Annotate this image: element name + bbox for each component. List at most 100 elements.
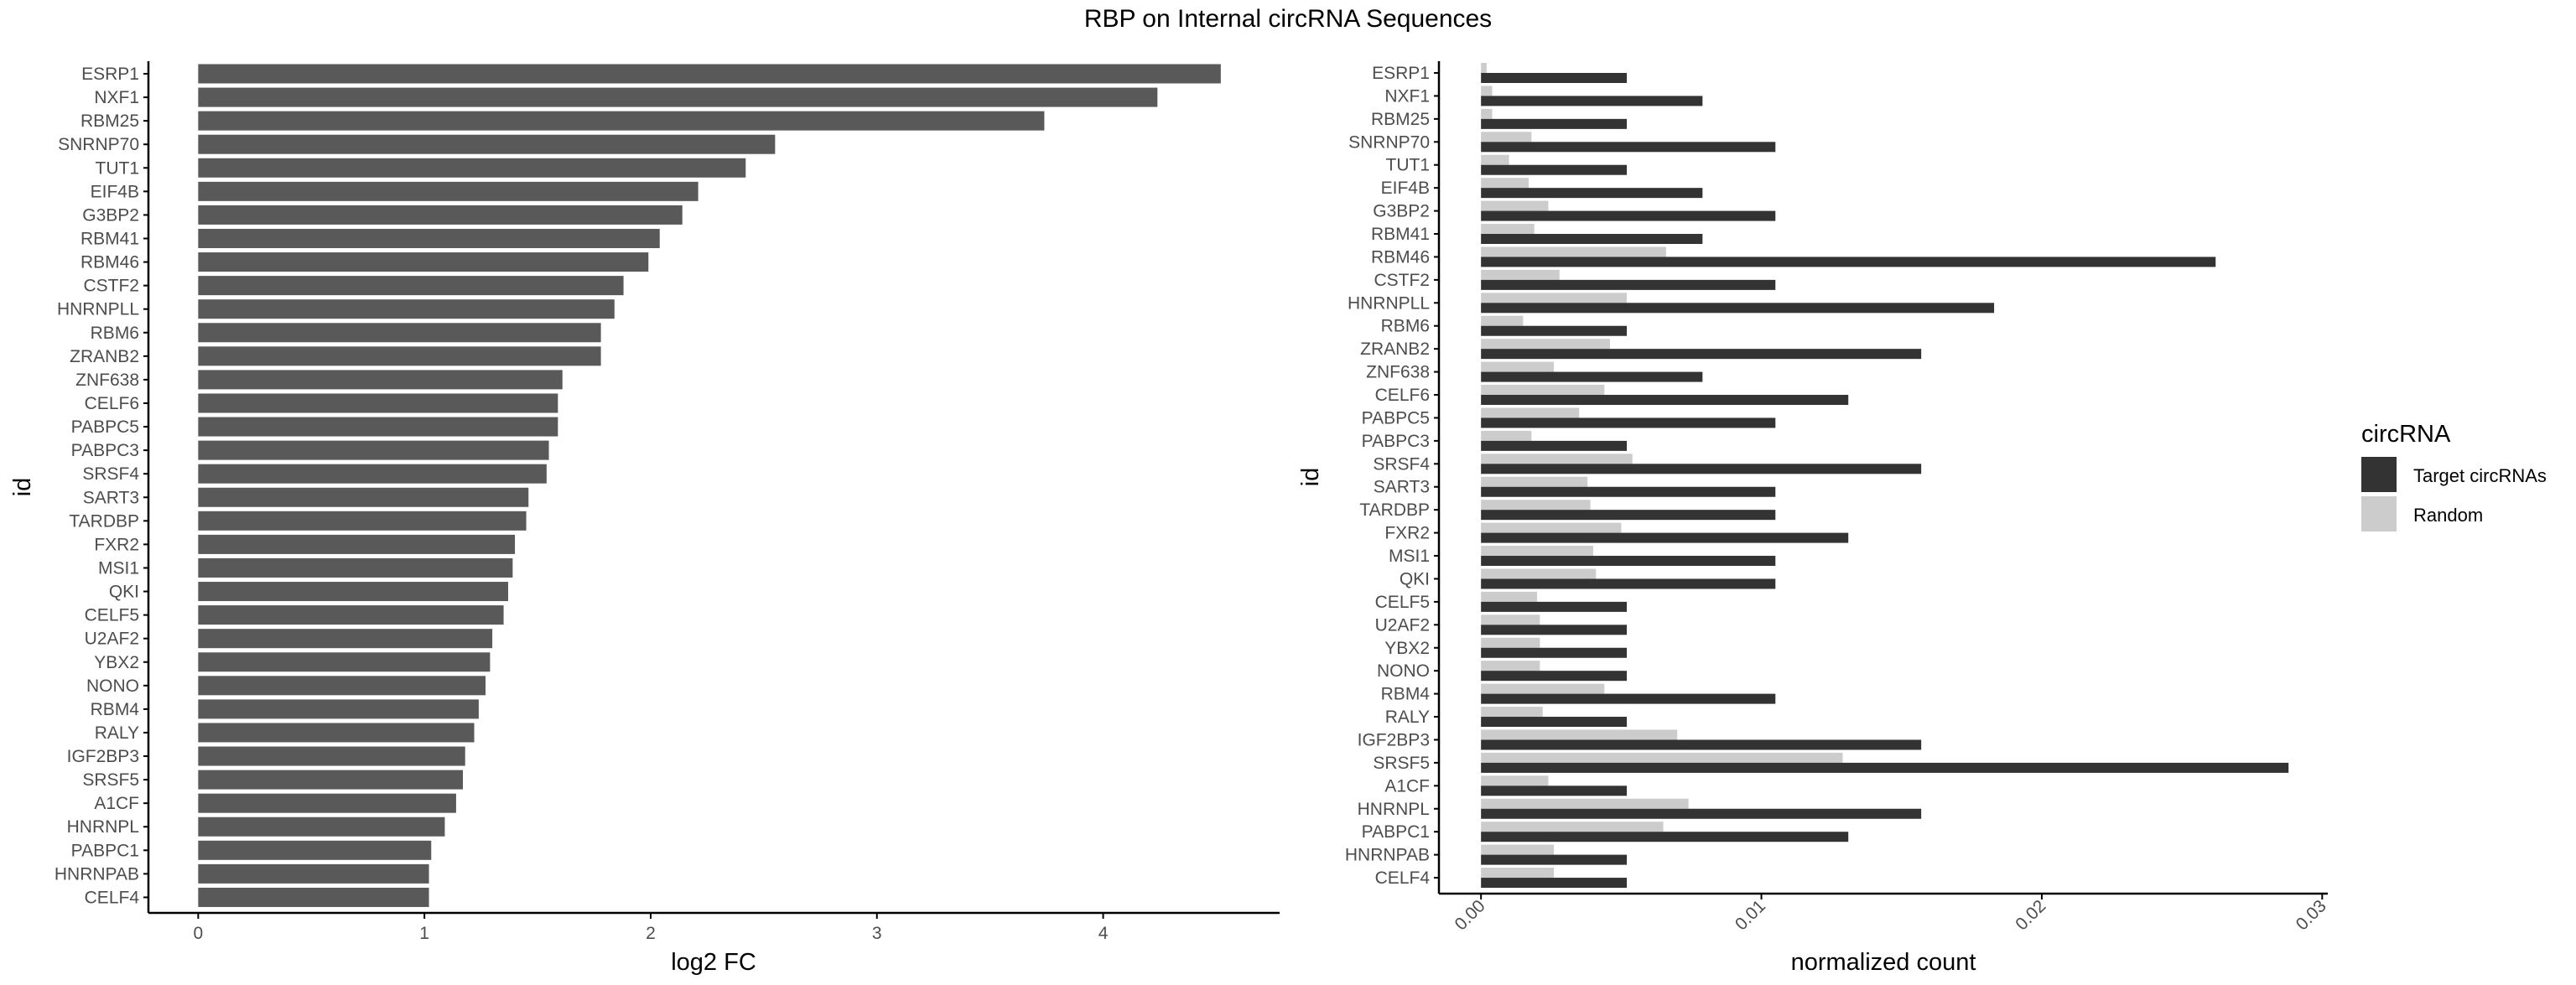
bar-target-nxf1 xyxy=(1481,96,1703,106)
x-tick-label: 4 xyxy=(1098,924,1109,943)
bar-tut1 xyxy=(198,158,746,178)
bar-pabpc3 xyxy=(198,440,549,460)
bar-cstf2 xyxy=(198,276,624,296)
left-x-axis-title: log2 FC xyxy=(671,949,756,976)
y-tick-label: FXR2 xyxy=(94,535,139,554)
bar-random-nono xyxy=(1481,661,1540,671)
bar-qki xyxy=(198,582,508,602)
bar-target-igf2bp3 xyxy=(1481,739,1922,750)
bar-hnrnpab xyxy=(198,863,429,884)
bar-random-pabpc1 xyxy=(1481,822,1664,832)
legend: circRNA Target circRNAs Random xyxy=(2361,421,2547,531)
bar-random-rbm6 xyxy=(1481,315,1524,326)
y-tick-label: TUT1 xyxy=(1386,156,1431,175)
bar-celf6 xyxy=(198,393,558,413)
bar-target-tardbp xyxy=(1481,510,1776,521)
left-y-axis-title: id xyxy=(9,478,36,497)
bar-target-rbm25 xyxy=(1481,118,1628,129)
x-tick-label: 2 xyxy=(646,924,656,943)
bar-a1cf xyxy=(198,793,456,813)
bar-random-msi1 xyxy=(1481,546,1593,557)
y-tick-label: CSTF2 xyxy=(83,277,139,296)
y-tick-label: ZNF638 xyxy=(1366,363,1430,382)
bar-random-sart3 xyxy=(1481,476,1588,487)
bar-target-rbm41 xyxy=(1481,234,1703,245)
y-tick-label: HNRNPLL xyxy=(1348,293,1430,313)
bar-znf638 xyxy=(198,370,563,390)
bar-target-srsf4 xyxy=(1481,464,1922,474)
bar-target-hnrnpll xyxy=(1481,303,1995,314)
y-tick-label: CELF4 xyxy=(1375,868,1431,888)
bar-target-msi1 xyxy=(1481,556,1776,567)
bar-target-rbm6 xyxy=(1481,325,1628,336)
y-tick-label: RBM41 xyxy=(1371,225,1430,244)
bar-random-esrp1 xyxy=(1481,63,1487,73)
bar-sart3 xyxy=(198,487,529,507)
y-tick-label: MSI1 xyxy=(1389,547,1430,566)
y-tick-label: NONO xyxy=(86,677,139,696)
bar-random-hnrnpll xyxy=(1481,293,1628,303)
bar-target-u2af2 xyxy=(1481,625,1628,635)
bar-random-srsf5 xyxy=(1481,752,1843,763)
bar-hnrnpll xyxy=(198,299,615,319)
y-tick-label: PABPC5 xyxy=(1362,408,1430,428)
bar-g3bp2 xyxy=(198,205,683,225)
bar-rbm4 xyxy=(198,699,479,719)
bar-random-nxf1 xyxy=(1481,86,1493,96)
y-tick-label: HNRNPL xyxy=(67,817,139,837)
y-tick-label: YBX2 xyxy=(1384,639,1430,658)
bar-random-celf5 xyxy=(1481,591,1538,602)
bar-rbm41 xyxy=(198,228,660,248)
y-tick-label: RBM46 xyxy=(80,253,139,272)
bar-esrp1 xyxy=(198,64,1221,84)
y-tick-label: HNRNPL xyxy=(1358,800,1430,819)
x-tick-label: 1 xyxy=(419,924,429,943)
y-tick-label: G3BP2 xyxy=(1373,202,1430,221)
bar-eif4b xyxy=(198,181,699,201)
bar-random-hnrnpab xyxy=(1481,844,1555,855)
y-tick-label: TARDBP xyxy=(69,511,139,531)
y-tick-label: PABPC3 xyxy=(71,441,139,460)
y-tick-label: NXF1 xyxy=(1384,86,1430,106)
right-y-tick-labels: ESRP1 NXF1 RBM25 SNRNP70 TUT1 EIF4B G3BP2 RBM41… xyxy=(1345,64,1439,888)
y-tick-label: SRSF4 xyxy=(1373,454,1430,474)
bar-raly xyxy=(198,723,475,743)
y-tick-label: RBM6 xyxy=(91,324,139,343)
y-tick-label: U2AF2 xyxy=(85,630,139,649)
bar-target-hnrnpab xyxy=(1481,854,1628,865)
y-tick-label: PABPC1 xyxy=(71,841,139,860)
y-tick-label: PABPC3 xyxy=(1362,432,1430,451)
bar-random-pabpc5 xyxy=(1481,407,1580,418)
bar-random-u2af2 xyxy=(1481,614,1540,625)
y-tick-label: HNRNPLL xyxy=(57,300,139,319)
bar-random-a1cf xyxy=(1481,775,1549,786)
bar-target-g3bp2 xyxy=(1481,210,1776,221)
bar-fxr2 xyxy=(198,534,516,554)
bar-random-srsf4 xyxy=(1481,454,1633,464)
bar-random-rbm25 xyxy=(1481,108,1493,119)
y-tick-label: RBM25 xyxy=(80,111,139,131)
left-y-tick-labels: ESRP1 NXF1 RBM25 SNRNP70 TUT1 EIF4B G3BP2 RBM41… xyxy=(55,65,148,907)
bar-random-celf6 xyxy=(1481,385,1605,396)
legend-title: circRNA xyxy=(2361,421,2451,448)
x-tick-label: 0.03 xyxy=(2293,896,2330,934)
y-tick-label: HNRNPAB xyxy=(1345,846,1430,865)
right-y-axis-title: id xyxy=(1297,468,1324,487)
legend-label-random: Random xyxy=(2413,505,2483,526)
bar-target-a1cf xyxy=(1481,785,1628,796)
bar-random-hnrnpl xyxy=(1481,798,1689,809)
y-tick-label: YBX2 xyxy=(94,653,139,672)
bar-target-pabpc3 xyxy=(1481,440,1628,451)
y-tick-label: U2AF2 xyxy=(1375,615,1430,635)
right-x-axis-title: normalized count xyxy=(1791,949,1976,976)
y-tick-label: CELF5 xyxy=(85,606,139,625)
y-tick-label: SNRNP70 xyxy=(1348,132,1430,152)
y-tick-label: SART3 xyxy=(1374,478,1430,497)
x-tick-label: 3 xyxy=(872,924,882,943)
y-tick-label: RBM46 xyxy=(1371,247,1430,267)
bar-random-eif4b xyxy=(1481,178,1530,189)
y-tick-label: IGF2BP3 xyxy=(67,747,139,766)
x-tick-label: 0.00 xyxy=(1452,896,1489,934)
bar-random-fxr2 xyxy=(1481,522,1622,533)
